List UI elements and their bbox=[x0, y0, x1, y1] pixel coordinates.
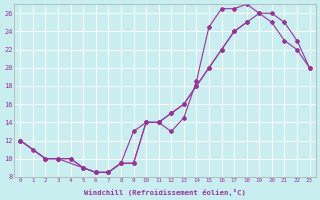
X-axis label: Windchill (Refroidissement éolien,°C): Windchill (Refroidissement éolien,°C) bbox=[84, 189, 246, 196]
